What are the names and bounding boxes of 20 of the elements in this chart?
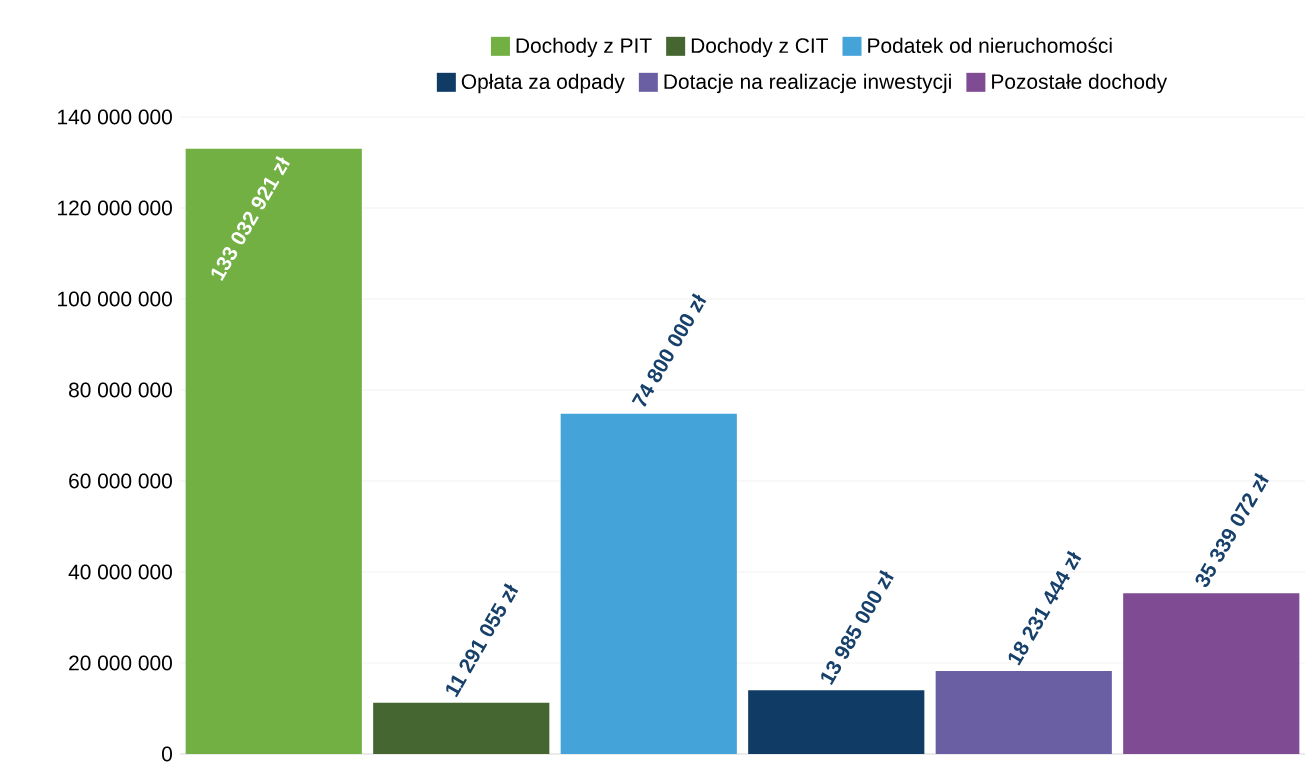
legend-label: Podatek od nieruchomości [868,37,1112,54]
data-label: 133 032 921 zł [211,155,290,281]
y-tick-label: 100 000 000 [58,291,172,307]
legend-label: Opłata za odpady [461,73,625,94]
y-tick-label: 40 000 000 [68,564,172,580]
y-tick-label: 60 000 000 [69,473,172,489]
data-label: 18 231 444 zł [1008,550,1082,666]
y-tick-label: 0 [162,746,173,762]
legend-label: Dochody z CIT [691,37,828,58]
y-tick-label: 80 000 000 [69,382,172,398]
data-label: 11 291 055 zł [446,583,519,698]
data-label: 74 800 000 zł [631,293,707,407]
y-tick-label: 120 000 000 [58,200,172,216]
legend-label: Pozostałe dochody [992,73,1168,94]
y-tick-label: 20 000 000 [69,655,172,671]
y-tick-label: 140 000 000 [58,109,172,125]
legend-label: Dochody z PIT [516,37,652,58]
data-label: 35 339 072 zł [1195,472,1269,587]
legend-label: Dotacje na realizacje inwestycji [664,73,951,94]
data-label: 13 985 000 zł [821,570,894,685]
